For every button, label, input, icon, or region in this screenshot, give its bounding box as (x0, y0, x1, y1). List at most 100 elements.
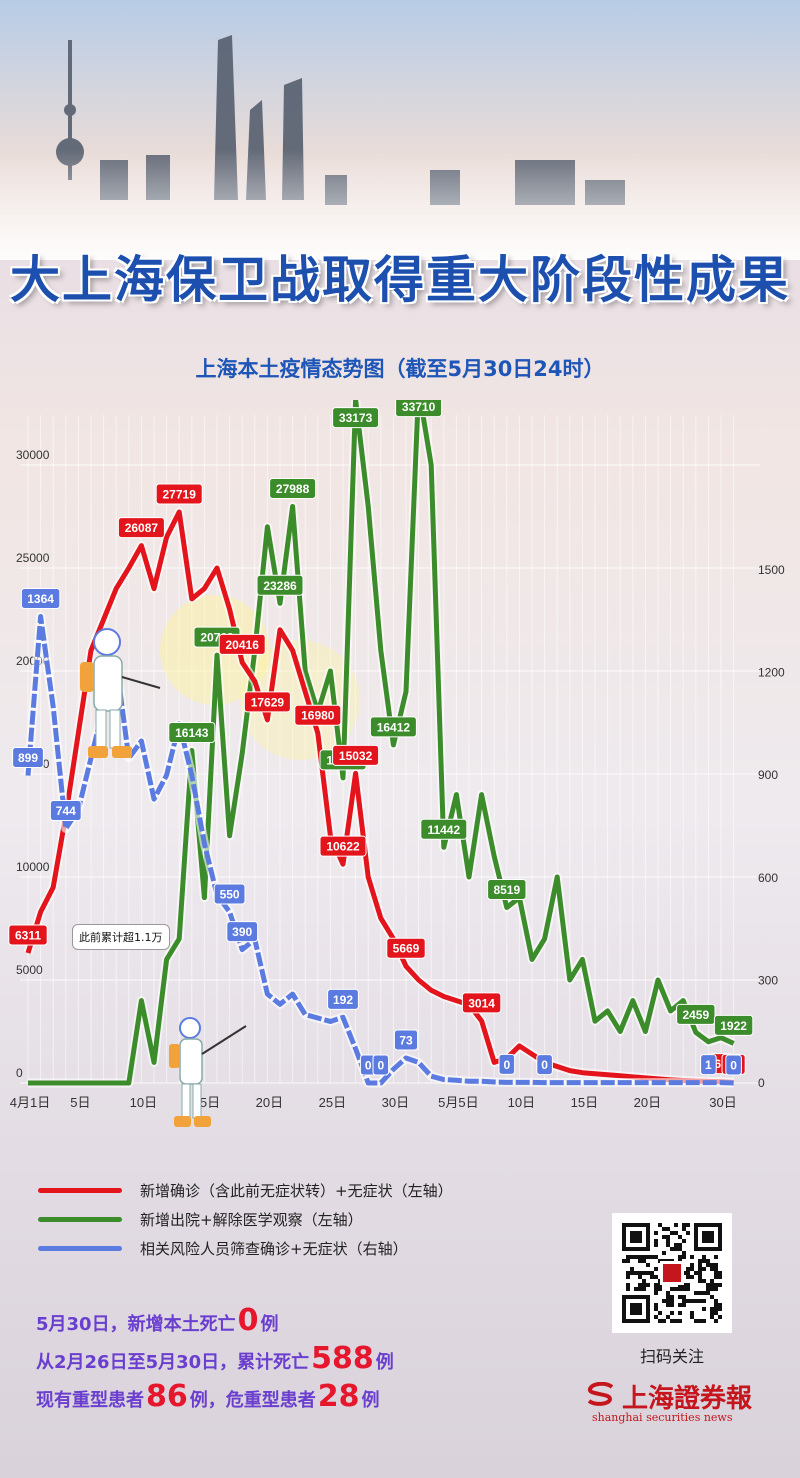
legend-swatch (38, 1217, 122, 1222)
stat-severe-patients: 现有重型患者 86 例，危重型患者 28 例 (36, 1379, 380, 1414)
svg-text:10622: 10622 (326, 840, 360, 854)
svg-text:1364: 1364 (27, 592, 54, 606)
svg-text:192: 192 (333, 993, 353, 1007)
svg-text:15032: 15032 (339, 749, 373, 763)
svg-text:0: 0 (365, 1059, 372, 1073)
brand-name-en: shanghai securities news (592, 1411, 733, 1424)
legend-item-screening: 相关风险人员筛查确诊+无症状（右轴） (38, 1234, 453, 1263)
data-label: 16412 (369, 716, 417, 738)
svg-text:16980: 16980 (301, 709, 335, 723)
svg-text:27719: 27719 (163, 487, 197, 501)
data-label: 17629 (243, 691, 291, 713)
x-axis-tick: 5日 (70, 1095, 90, 1110)
brand-name-cn: 上海證券報 (622, 1384, 753, 1414)
svg-text:73: 73 (399, 1034, 413, 1048)
x-axis-tick: 20日 (634, 1095, 661, 1110)
svg-text:23286: 23286 (263, 579, 297, 593)
data-label: 27719 (155, 483, 203, 505)
x-axis-tick: 15日 (571, 1095, 598, 1110)
svg-text:11442: 11442 (427, 823, 460, 837)
x-axis-tick: 25日 (319, 1095, 346, 1110)
chart-legend: 新增确诊（含此前无症状转）+无症状（左轴） 新增出院+解除医学观察（左轴） 相关… (38, 1176, 453, 1263)
svg-text:1: 1 (705, 1058, 712, 1072)
qr-code[interactable] (612, 1213, 732, 1333)
svg-text:390: 390 (232, 925, 252, 939)
svg-text:17629: 17629 (251, 695, 285, 709)
x-axis-tick: 5月5日 (438, 1095, 478, 1110)
legend-swatch (38, 1246, 122, 1251)
annotation-note: 此前累计超1.1万 (72, 924, 170, 950)
left-axis-tick: 25000 (16, 551, 50, 565)
data-label: 390 (226, 921, 259, 943)
data-label: 1922 (713, 1014, 754, 1036)
svg-text:26087: 26087 (125, 521, 159, 535)
series-line-1 (28, 400, 735, 1086)
right-axis-tick: 900 (758, 768, 778, 782)
right-axis-tick: 0 (758, 1076, 765, 1090)
legend-item-discharged: 新增出院+解除医学观察（左轴） (38, 1205, 453, 1234)
data-label: 3014 (461, 992, 502, 1014)
data-label: 27988 (269, 477, 317, 499)
svg-text:33173: 33173 (339, 411, 373, 425)
trend-chart: 0500010000150002000025000300000300600900… (8, 400, 785, 1110)
svg-text:20416: 20416 (226, 638, 260, 652)
data-label: 33173 (332, 407, 380, 429)
data-label: 5669 (386, 937, 426, 959)
data-label: 0 (536, 1054, 553, 1076)
svg-text:3014: 3014 (468, 996, 495, 1010)
right-axis-tick: 1200 (758, 666, 785, 680)
data-label: 6311 (8, 924, 48, 946)
data-label: 26087 (117, 517, 165, 539)
stats-block: 5月30日，新增本土死亡 0 例 从2月26日至5月30日，累计死亡 588 例 现有重… (36, 1298, 394, 1412)
data-label: 10622 (319, 835, 367, 857)
x-axis-tick: 10日 (130, 1095, 157, 1110)
data-label: 15032 (332, 744, 380, 766)
svg-text:0: 0 (541, 1058, 548, 1072)
data-label: 73 (393, 1029, 419, 1051)
series-line-0 (25, 509, 734, 1085)
chart-subtitle: 上海本土疫情态势图（截至5月30日24时） (195, 357, 605, 381)
svg-text:899: 899 (18, 751, 38, 765)
x-axis-tick: 10日 (508, 1095, 535, 1110)
data-label: 1364 (20, 588, 61, 610)
legend-label: 新增确诊（含此前无症状转）+无症状（左轴） (140, 1182, 453, 1200)
right-axis-tick: 600 (758, 871, 778, 885)
data-label: 0 (498, 1053, 516, 1075)
legend-item-confirmed: 新增确诊（含此前无症状转）+无症状（左轴） (38, 1176, 453, 1205)
data-label: 16143 (168, 721, 216, 743)
svg-text:0: 0 (730, 1059, 737, 1073)
brand-mark-icon (587, 1382, 614, 1406)
data-label: 8519 (487, 879, 527, 901)
left-axis-tick: 5000 (16, 963, 43, 977)
svg-text:33710: 33710 (402, 400, 436, 414)
brand-logo: 上海證券報 shanghai securities news (586, 1378, 766, 1428)
data-label: 0 (725, 1054, 742, 1076)
svg-text:27988: 27988 (276, 482, 310, 496)
qr-caption: 扫码关注 (639, 1347, 704, 1366)
data-label: 0 (359, 1054, 377, 1076)
svg-text:2459: 2459 (682, 1008, 709, 1022)
data-label: 744 (49, 800, 82, 822)
x-axis-tick: 20日 (256, 1095, 283, 1110)
glow-effect (160, 595, 270, 705)
stat-deaths-today: 5月30日，新增本土死亡 0 例 (36, 1303, 279, 1338)
legend-label: 相关风险人员筛查确诊+无症状（右轴） (140, 1240, 408, 1258)
data-label: 0 (372, 1054, 390, 1076)
skyline-illustration (0, 0, 800, 260)
svg-text:550: 550 (220, 888, 240, 902)
stat-deaths-cumulative: 从2月26日至5月30日，累计死亡 588 例 (36, 1341, 394, 1376)
svg-text:6311: 6311 (15, 928, 41, 942)
data-label: 2459 (676, 1003, 716, 1025)
data-label: 23286 (256, 574, 304, 596)
left-axis-tick: 30000 (16, 448, 50, 462)
page-title: 大上海保卫战取得重大阶段性成果 (10, 250, 790, 309)
svg-text:16143: 16143 (175, 726, 209, 740)
x-axis-tick: 30日 (709, 1095, 736, 1110)
svg-text:5669: 5669 (393, 942, 420, 956)
legend-label: 新增出院+解除医学观察（左轴） (140, 1211, 363, 1229)
x-axis-tick: 4月1日 (10, 1095, 50, 1110)
data-label: 192 (327, 988, 359, 1010)
data-label: 1 (700, 1054, 717, 1076)
legend-swatch (38, 1188, 122, 1193)
worker-sprayer-illustration (80, 628, 161, 758)
